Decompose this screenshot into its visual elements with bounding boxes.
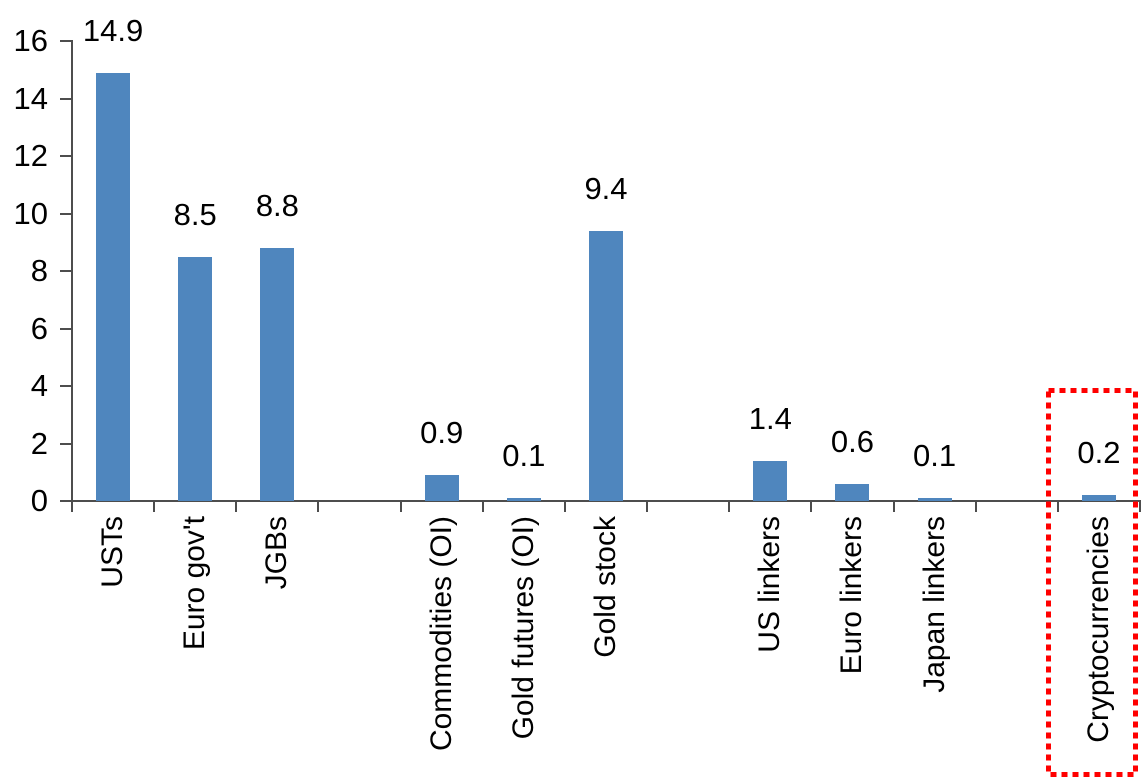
bar-jgbs (260, 248, 295, 501)
category-label-euro-linkers: Euro linkers (835, 516, 869, 675)
x-tick-6 (563, 501, 566, 512)
bar-euro-gov-t (178, 256, 213, 501)
x-tick-1 (153, 501, 156, 512)
x-tick-0 (71, 501, 73, 512)
category-label-usts: USTs (96, 516, 130, 588)
highlight-box-rect (1046, 388, 1138, 777)
category-label-japan-linkers: Japan linkers (917, 516, 951, 693)
value-label-us-linkers: 1.4 (748, 400, 792, 436)
highlight-box (1046, 388, 1138, 777)
bar-gold-stock (589, 230, 623, 501)
x-tick-10 (892, 501, 895, 512)
y-tick-12 (60, 155, 72, 157)
y-axis-label-16: 16 (13, 23, 48, 58)
y-tick-8 (60, 270, 72, 272)
value-label-usts: 14.9 (82, 12, 144, 48)
value-label-cryptocurrencies: 0.2 (1077, 435, 1121, 471)
bar-cryptocurrencies (1081, 495, 1116, 501)
value-label-commodities-oi: 0.9 (420, 415, 464, 451)
bar-euro-linkers (835, 483, 870, 501)
value-label-jgbs: 8.8 (255, 188, 299, 223)
bar-us-linkers (753, 460, 788, 501)
y-tick-16 (60, 40, 72, 42)
value-label-gold-stock: 9.4 (584, 170, 628, 206)
x-tick-11 (974, 501, 977, 512)
y-axis-label-12: 12 (13, 138, 48, 173)
bar-japan-linkers (917, 498, 952, 501)
y-axis-label-14: 14 (13, 80, 48, 116)
x-tick-13 (1139, 501, 1141, 512)
x-tick-8 (728, 501, 731, 512)
y-tick-10 (60, 212, 72, 215)
y-axis-label-6: 6 (30, 310, 48, 346)
category-label-commodities-oi: Commodities (OI) (424, 516, 458, 752)
category-label-gold-futures-oi: Gold futures (OI) (506, 516, 540, 740)
x-tick-7 (646, 501, 649, 512)
y-tick-2 (60, 442, 72, 445)
y-axis-label-2: 2 (30, 425, 48, 461)
x-tick-2 (235, 501, 238, 512)
x-tick-4 (399, 501, 402, 512)
x-tick-3 (317, 501, 320, 512)
y-tick-4 (60, 385, 72, 387)
value-label-euro-gov-t: 8.5 (173, 196, 217, 232)
y-axis-label-0: 0 (30, 483, 48, 518)
y-tick-0 (60, 500, 72, 502)
y-axis-label-4: 4 (30, 368, 48, 403)
x-axis-line (71, 500, 1141, 502)
value-label-euro-linkers: 0.6 (830, 423, 874, 459)
x-tick-5 (481, 501, 484, 512)
bar-commodities-oi (424, 475, 459, 501)
category-label-euro-gov-t: Euro gov't (178, 516, 212, 651)
category-label-us-linkers: US linkers (753, 516, 787, 653)
value-label-gold-futures-oi: 0.1 (502, 438, 546, 474)
y-tick-14 (60, 97, 72, 100)
y-axis-label-8: 8 (30, 253, 48, 288)
x-tick-12 (1056, 501, 1059, 512)
y-axis-label-10: 10 (13, 195, 48, 231)
category-label-gold-stock: Gold stock (589, 516, 622, 658)
category-label-jgbs: JGBs (260, 516, 294, 590)
y-axis-line (71, 40, 73, 502)
value-label-japan-linkers: 0.1 (913, 438, 957, 474)
bar-usts (96, 72, 131, 501)
bar-gold-futures-oi (506, 498, 541, 501)
y-tick-6 (60, 327, 72, 330)
x-tick-9 (810, 501, 813, 512)
